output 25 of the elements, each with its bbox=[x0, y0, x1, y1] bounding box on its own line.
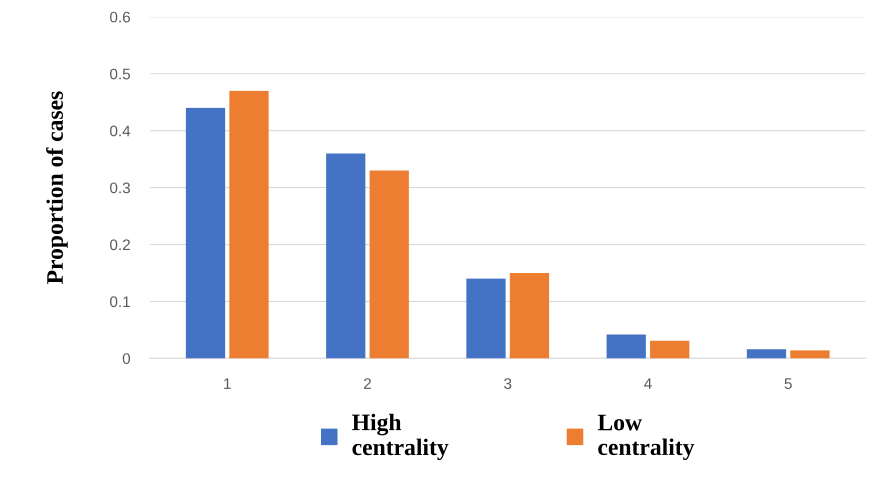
x-tick-label: 1 bbox=[224, 378, 231, 389]
bar bbox=[370, 170, 409, 358]
x-tick-label: 5 bbox=[784, 378, 792, 390]
bar bbox=[186, 108, 226, 358]
legend-label: High centrality bbox=[352, 414, 448, 460]
y-tick-label: 0.6 bbox=[110, 12, 130, 23]
y-tick-label: 0.5 bbox=[110, 68, 130, 80]
bar bbox=[510, 272, 550, 358]
y-tick-label: 0 bbox=[122, 353, 130, 364]
bar bbox=[326, 153, 366, 358]
bar bbox=[790, 350, 830, 358]
bar bbox=[466, 278, 506, 358]
bar bbox=[746, 349, 786, 358]
x-tick-label: 2 bbox=[364, 378, 371, 389]
legend-label: Low centrality bbox=[598, 414, 694, 460]
x-tick-label: 3 bbox=[504, 378, 512, 390]
y-tick-label: 0.4 bbox=[110, 126, 130, 136]
y-tick-label: 0.2 bbox=[110, 239, 130, 250]
y-axis-title: Proportion of cases bbox=[46, 91, 68, 284]
y-tick-label: 0.1 bbox=[110, 296, 130, 308]
bar bbox=[606, 334, 646, 358]
x-tick-label: 4 bbox=[644, 378, 652, 389]
y-tick-label: 0.3 bbox=[110, 182, 130, 194]
bar bbox=[650, 340, 690, 358]
bar bbox=[229, 90, 269, 358]
